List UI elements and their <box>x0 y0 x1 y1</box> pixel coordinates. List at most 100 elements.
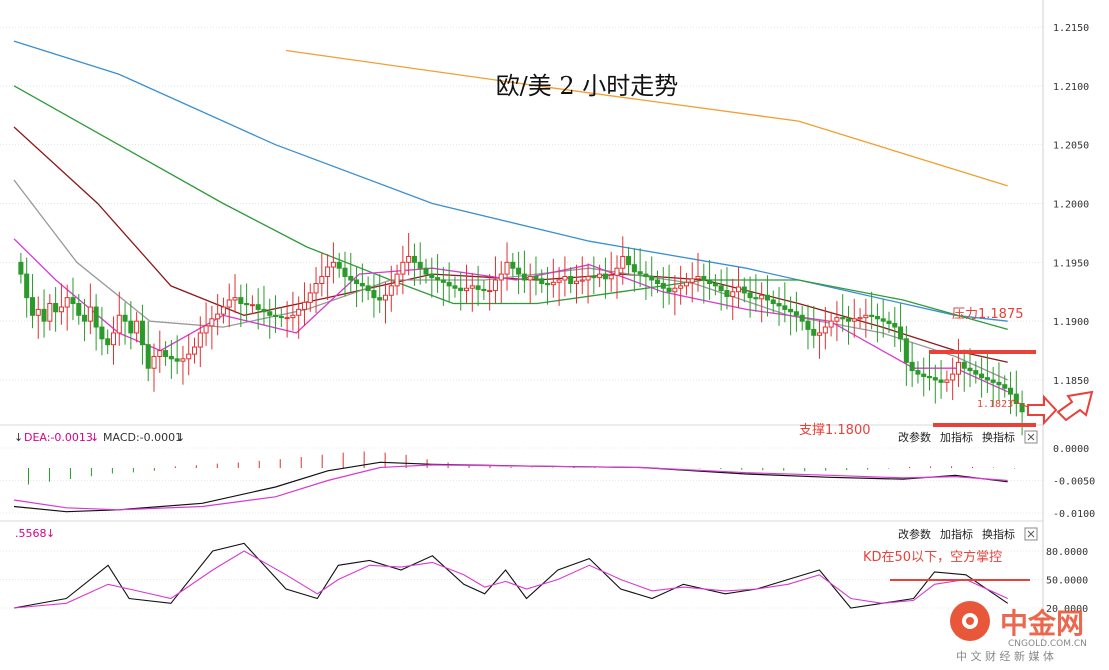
candle-body <box>47 303 53 322</box>
candle-body <box>678 285 684 289</box>
macd-switch-indicator-button[interactable]: 换指标 <box>982 430 1015 444</box>
candle-body <box>741 286 747 294</box>
macd-legend-arrow-icon: ↓ <box>14 431 23 444</box>
candle-body <box>521 273 527 281</box>
candle-body <box>388 285 394 296</box>
candle-body <box>249 304 255 307</box>
candle-body <box>105 338 111 346</box>
candle-body <box>487 290 493 293</box>
candle-body <box>938 379 944 383</box>
candle-body <box>278 315 284 319</box>
candle-body <box>961 361 967 369</box>
macd-arrow-icon: ↓ <box>176 431 185 444</box>
candle-body <box>342 267 348 277</box>
candle-body <box>892 323 898 328</box>
kd-switch-indicator-button[interactable]: 换指标 <box>982 527 1015 541</box>
candle-body <box>354 279 360 285</box>
kd-legend-value: .5568 <box>15 527 47 540</box>
candle-body <box>452 285 458 289</box>
kd-edit-params-button[interactable]: 改参数 <box>898 527 931 541</box>
candle-body <box>330 261 336 268</box>
candle-body <box>440 279 446 283</box>
candle-body <box>626 255 632 266</box>
macd-add-indicator-button[interactable]: 加指标 <box>940 430 973 444</box>
candle-body <box>406 255 412 263</box>
kd-add-indicator-button[interactable]: 加指标 <box>940 527 973 541</box>
candle-body <box>776 303 782 307</box>
candle-body <box>417 261 423 269</box>
moving-average-line <box>13 179 1008 381</box>
candle-body <box>898 326 904 340</box>
right-arrow-icon <box>1027 394 1058 426</box>
candle-body <box>168 355 174 360</box>
candle-body <box>712 283 718 287</box>
candle-body <box>87 306 93 322</box>
candle-body <box>840 317 846 320</box>
candle-body <box>967 367 973 372</box>
candle-body <box>197 332 203 348</box>
kd-close-icon[interactable] <box>1024 527 1038 541</box>
candle-body <box>573 280 580 285</box>
macd-y-tick-label: -0.0050 <box>1053 477 1095 488</box>
kd-y-axis: 80.0000 50.0000 20.0000 <box>1046 547 1088 615</box>
main-y-axis: 1.2150 1.2100 1.2050 1.2000 1.1950 1.1900 1.18… <box>1053 23 1089 387</box>
candle-body <box>186 353 192 360</box>
dea-legend: DEA:-0.0013 <box>24 431 93 444</box>
candle-body <box>348 275 354 281</box>
candle-body <box>325 266 331 277</box>
candle-body <box>313 283 319 294</box>
candle-body <box>377 297 383 301</box>
candle-body <box>53 303 59 313</box>
candle-body <box>110 332 117 346</box>
candle-body <box>382 294 389 301</box>
macd-dif-line <box>13 461 1008 513</box>
candle-body <box>64 297 70 308</box>
candle-body <box>429 273 435 279</box>
candle-body <box>869 314 875 317</box>
candle-body <box>730 291 736 297</box>
candle-body <box>1019 403 1025 413</box>
candle-body <box>736 286 742 293</box>
candle-body <box>255 304 261 310</box>
candle-body <box>244 303 250 306</box>
candle-body <box>411 255 417 263</box>
watermark-name: 中金网 <box>1000 607 1084 640</box>
candle-body <box>203 325 209 334</box>
candle-body <box>469 285 475 289</box>
candle-body <box>261 308 267 313</box>
candle-body <box>718 285 724 292</box>
candle-body <box>909 361 915 372</box>
candle-body <box>533 275 539 280</box>
macd-lines <box>13 461 1008 513</box>
candle-body <box>568 275 574 285</box>
candle-body <box>782 305 788 310</box>
candle-body <box>903 338 909 363</box>
candle-body <box>446 281 452 287</box>
candle-body <box>932 377 938 381</box>
macd-histogram <box>27 451 1016 485</box>
candle-body <box>238 297 244 305</box>
candle-body <box>845 318 852 322</box>
resistance-label: 压力1.1875 <box>952 307 1024 322</box>
candle-body <box>944 379 950 383</box>
candle-body <box>811 328 817 336</box>
candle-body <box>463 287 470 292</box>
candle-body <box>359 283 365 287</box>
candle-body <box>660 283 666 289</box>
candle-body <box>498 273 504 281</box>
candle-body <box>996 381 1002 386</box>
candle-body <box>759 294 765 300</box>
candle-body <box>545 283 551 286</box>
candle-body <box>76 303 82 316</box>
up-right-arrow-icon <box>1056 390 1094 422</box>
candle-body <box>371 290 377 299</box>
candle-body <box>822 326 828 334</box>
candle-body <box>753 297 759 300</box>
candle-body <box>400 261 406 275</box>
macd-close-icon[interactable] <box>1024 430 1038 444</box>
candle-body <box>215 313 221 320</box>
macd-edit-params-button[interactable]: 改参数 <box>898 430 931 444</box>
candle-body <box>134 320 140 334</box>
cngold-watermark: 中金网 CNGOLD.COM.CN 中 文 财 经 新 媒 体 <box>950 601 1087 663</box>
